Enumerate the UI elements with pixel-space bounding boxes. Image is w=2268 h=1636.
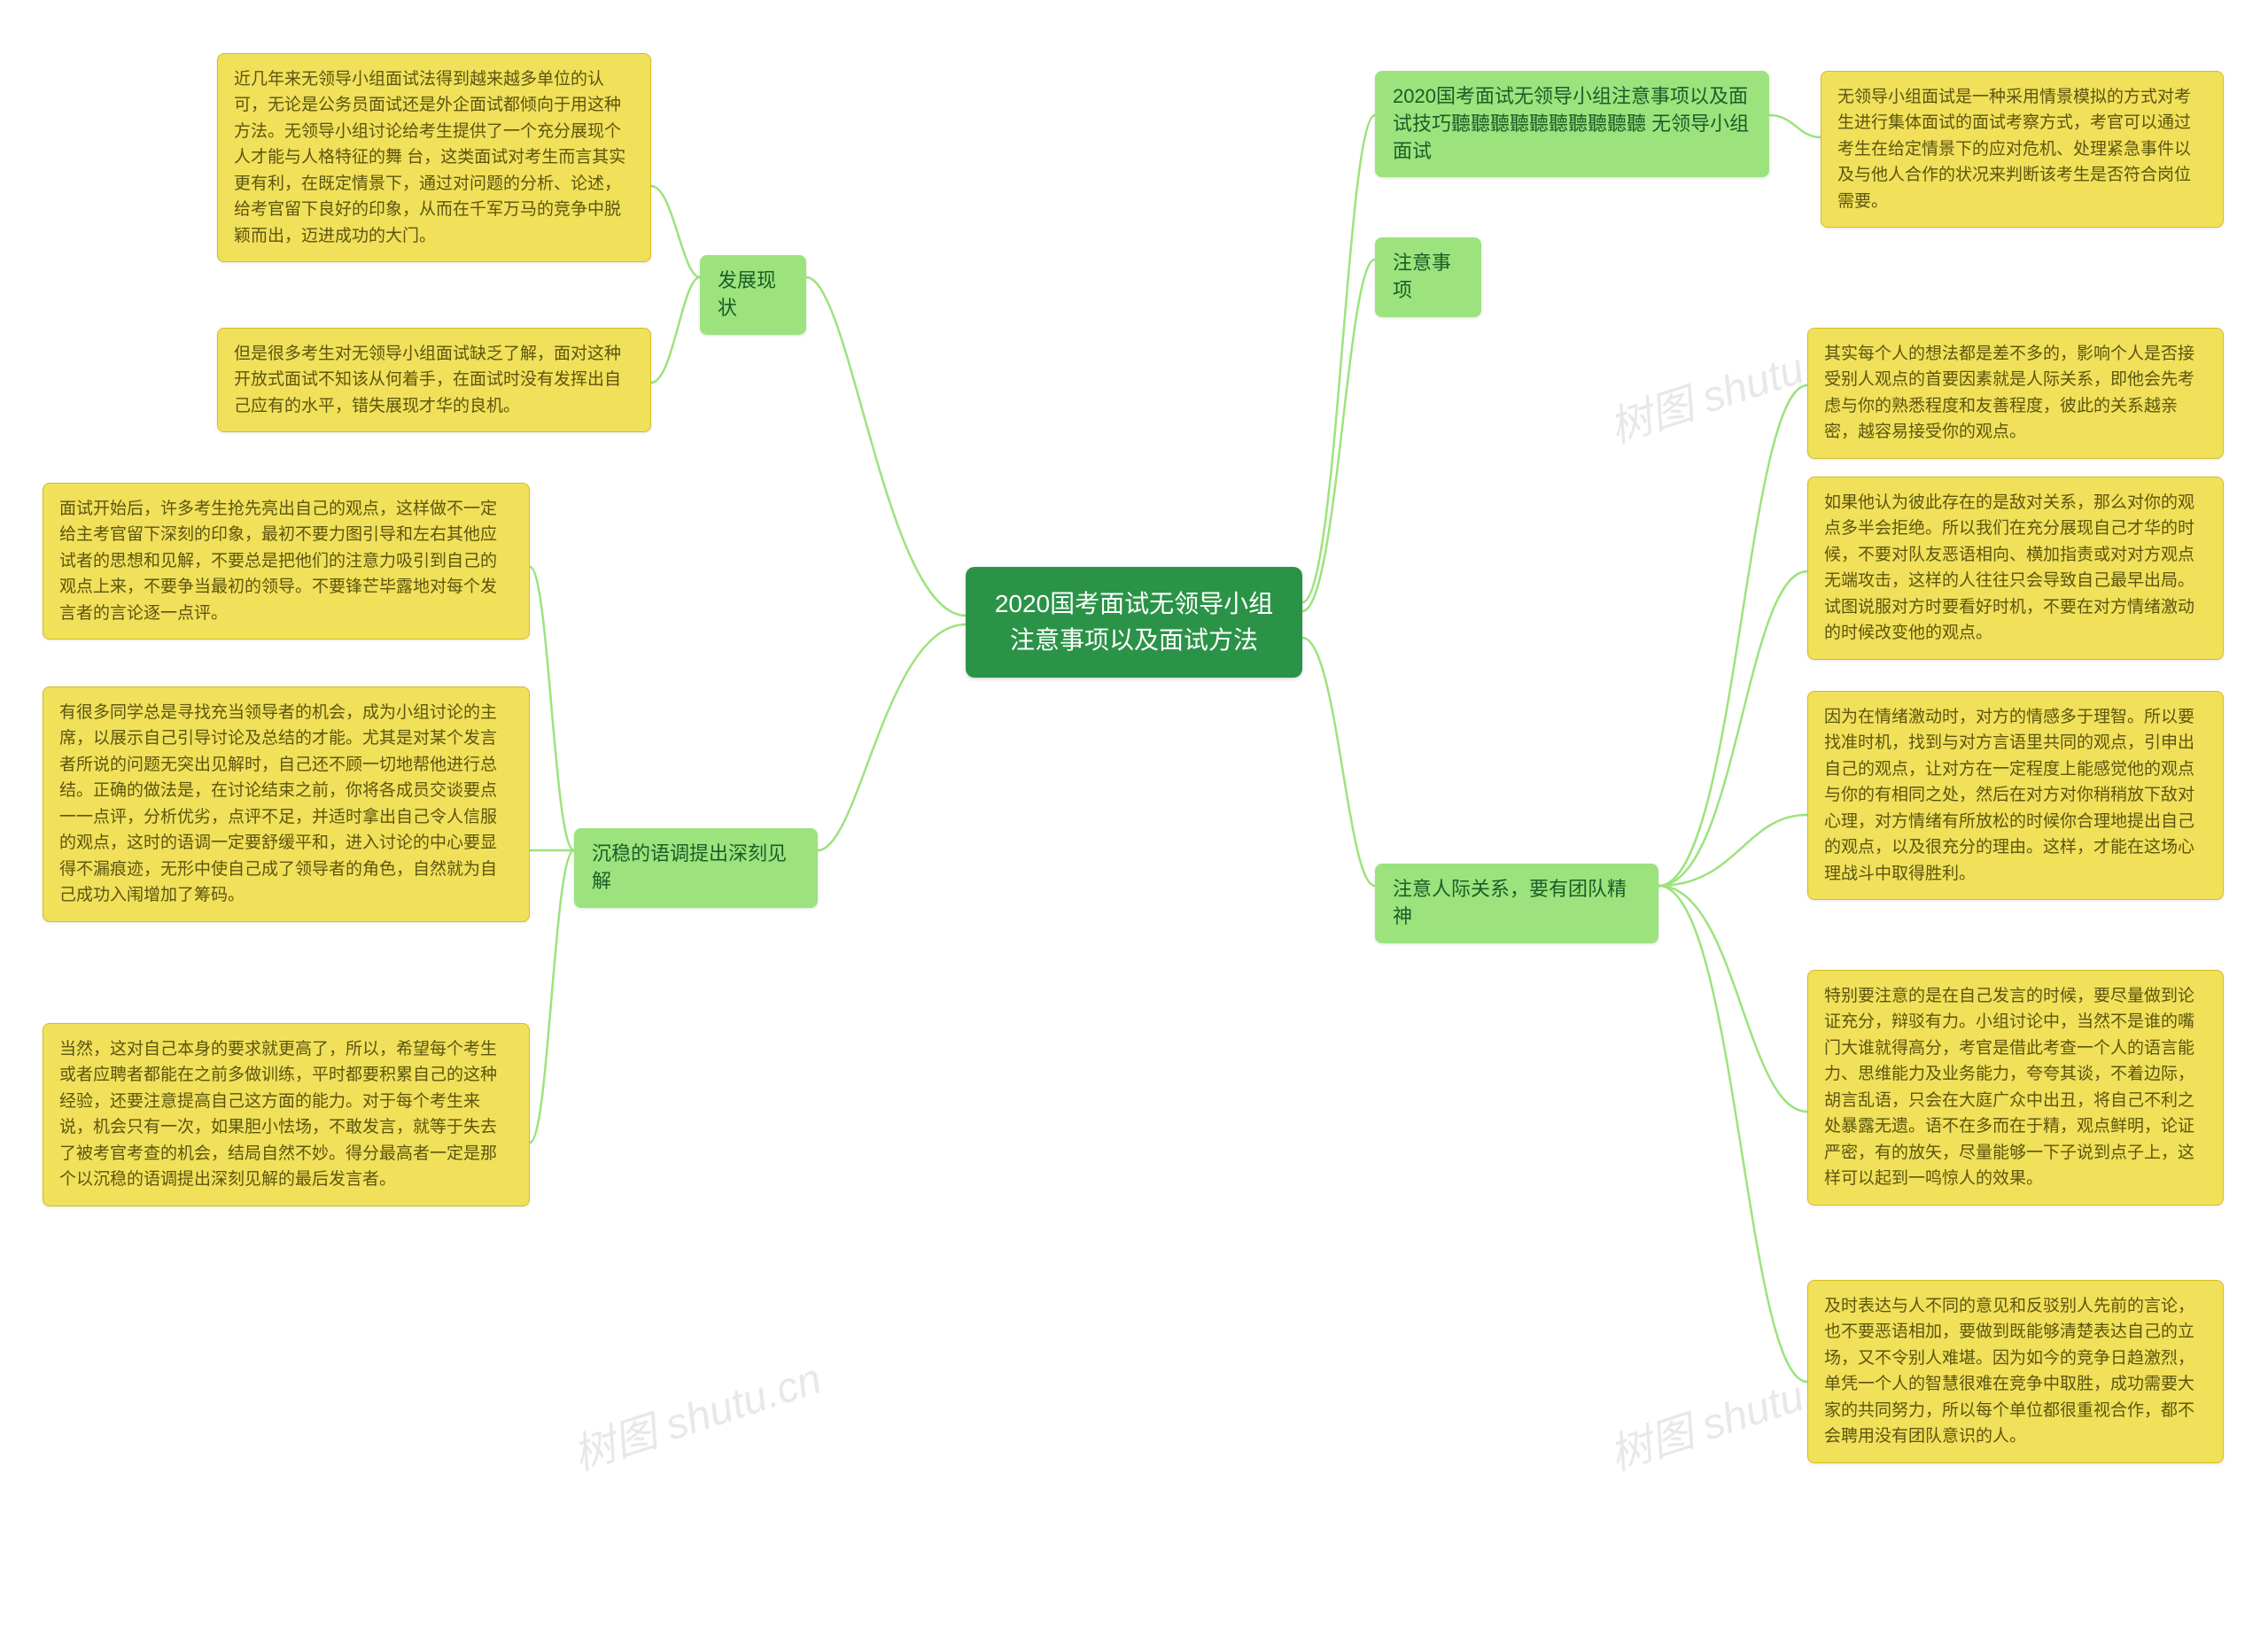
leaf-text: 其实每个人的想法都是差不多的，影响个人是否接受别人观点的首要因素就是人际关系，即… [1824, 345, 2194, 441]
branch-label: 2020国考面试无领导小组注意事项以及面试技巧聽聽聽聽聽聽聽聽聽聽 无领导小组面… [1393, 85, 1749, 162]
leaf-node[interactable]: 当然，这对自己本身的要求就更高了，所以，希望每个考生或者应聘者都能在之前多做训练… [43, 1023, 530, 1206]
leaf-node[interactable]: 如果他认为彼此存在的是敌对关系，那么对你的观点多半会拒绝。所以我们在充分展现自己… [1807, 477, 2224, 660]
leaf-text: 无领导小组面试是一种采用情景模拟的方式对考生进行集体面试的面试考察方式，考官可以… [1837, 88, 2191, 211]
center-topic-text: 2020国考面试无领导小组 注意事项以及面试方法 [995, 590, 1273, 654]
leaf-node[interactable]: 特别要注意的是在自己发言的时候，要尽量做到论证充分，辩驳有力。小组讨论中，当然不… [1807, 970, 2224, 1206]
branch-notes[interactable]: 注意事项 [1375, 237, 1481, 317]
leaf-text: 及时表达与人不同的意见和反驳别人先前的言论，也不要恶语相加，要做到既能够清楚表达… [1824, 1297, 2194, 1446]
leaf-text: 但是很多考生对无领导小组面试缺乏了解，面对这种开放式面试不知该从何着手，在面试时… [234, 345, 621, 415]
leaf-node[interactable]: 其实每个人的想法都是差不多的，影响个人是否接受别人观点的首要因素就是人际关系，即… [1807, 328, 2224, 459]
leaf-node[interactable]: 无领导小组面试是一种采用情景模拟的方式对考生进行集体面试的面试考察方式，考官可以… [1821, 71, 2224, 228]
leaf-text: 因为在情绪激动时，对方的情感多于理智。所以要找准时机，找到与对方言语里共同的观点… [1824, 708, 2194, 883]
leaf-node[interactable]: 因为在情绪激动时，对方的情感多于理智。所以要找准时机，找到与对方言语里共同的观点… [1807, 691, 2224, 900]
branch-label: 发展现状 [718, 269, 776, 319]
leaf-node[interactable]: 及时表达与人不同的意见和反驳别人先前的言论，也不要恶语相加，要做到既能够清楚表达… [1807, 1280, 2224, 1463]
center-topic[interactable]: 2020国考面试无领导小组 注意事项以及面试方法 [966, 567, 1302, 678]
branch-interpersonal[interactable]: 注意人际关系，要有团队精神 [1375, 864, 1658, 943]
leaf-text: 特别要注意的是在自己发言的时候，要尽量做到论证充分，辩驳有力。小组讨论中，当然不… [1824, 987, 2194, 1188]
leaf-node[interactable]: 但是很多考生对无领导小组面试缺乏了解，面对这种开放式面试不知该从何着手，在面试时… [217, 328, 651, 432]
branch-label: 注意人际关系，要有团队精神 [1393, 878, 1627, 927]
branch-label: 沉稳的语调提出深刻见解 [592, 842, 787, 892]
branch-label: 注意事项 [1393, 252, 1451, 301]
leaf-text: 面试开始后，许多考生抢先亮出自己的观点，这样做不一定给主考官留下深刻的印象，最初… [59, 500, 497, 623]
leaf-node[interactable]: 面试开始后，许多考生抢先亮出自己的观点，这样做不一定给主考官留下深刻的印象，最初… [43, 483, 530, 640]
branch-title[interactable]: 2020国考面试无领导小组注意事项以及面试技巧聽聽聽聽聽聽聽聽聽聽 无领导小组面… [1375, 71, 1769, 177]
leaf-text: 如果他认为彼此存在的是敌对关系，那么对你的观点多半会拒绝。所以我们在充分展现自己… [1824, 493, 2194, 642]
leaf-node[interactable]: 有很多同学总是寻找充当领导者的机会，成为小组讨论的主席，以展示自己引导讨论及总结… [43, 686, 530, 922]
branch-calm-tone[interactable]: 沉稳的语调提出深刻见解 [574, 828, 818, 908]
leaf-text: 近几年来无领导小组面试法得到越来越多单位的认可，无论是公务员面试还是外企面试都倾… [234, 70, 625, 245]
leaf-text: 当然，这对自己本身的要求就更高了，所以，希望每个考生或者应聘者都能在之前多做训练… [59, 1040, 497, 1189]
leaf-text: 有很多同学总是寻找充当领导者的机会，成为小组讨论的主席，以展示自己引导讨论及总结… [59, 703, 497, 904]
branch-dev-status[interactable]: 发展现状 [700, 255, 806, 335]
leaf-node[interactable]: 近几年来无领导小组面试法得到越来越多单位的认可，无论是公务员面试还是外企面试都倾… [217, 53, 651, 262]
